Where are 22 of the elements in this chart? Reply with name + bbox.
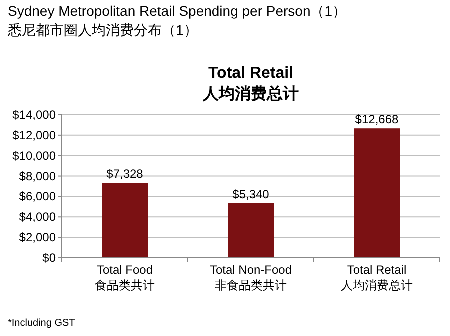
data-label: $7,328 <box>106 167 144 182</box>
data-label: $12,668 <box>355 112 400 127</box>
x-tick-label: Total Non-Food 非食品类共计 <box>210 263 292 293</box>
y-tick-label: $0 <box>42 251 56 265</box>
bar <box>102 183 148 258</box>
y-tick-label: $4,000 <box>19 210 56 224</box>
y-tick-label: $12,000 <box>12 128 56 142</box>
y-tick-label: $6,000 <box>19 190 56 204</box>
x-tick-label: Total Food 食品类共计 <box>95 263 155 293</box>
text: Sydney Metropolitan Retail Spending per Person（1） <box>8 3 347 19</box>
y-tick-label: $8,000 <box>19 169 56 184</box>
data-label: $5,340 <box>232 187 270 202</box>
text: 悉尼都市圈人均消费分布（1） <box>7 22 198 38</box>
y-tick-label: $2,000 <box>19 230 56 245</box>
y-tick-label: $10,000 <box>12 148 56 163</box>
text: *Including GST <box>8 318 76 329</box>
chart-title: Total Retail <box>208 65 294 82</box>
bar <box>228 203 274 258</box>
bar <box>354 128 400 258</box>
x-tick-label: Total Retail 人均消费总计 <box>341 263 413 293</box>
chart-subtitle: 人均消费总计 <box>202 85 299 103</box>
y-tick-label: $14,000 <box>12 108 56 122</box>
